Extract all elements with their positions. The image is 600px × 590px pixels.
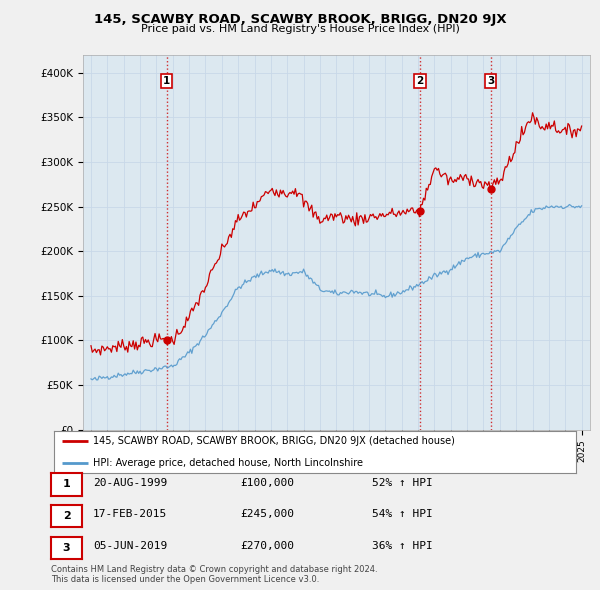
Text: HPI: Average price, detached house, North Lincolnshire: HPI: Average price, detached house, Nort…: [93, 458, 363, 467]
Text: 145, SCAWBY ROAD, SCAWBY BROOK, BRIGG, DN20 9JX: 145, SCAWBY ROAD, SCAWBY BROOK, BRIGG, D…: [94, 13, 506, 26]
Text: 54% ↑ HPI: 54% ↑ HPI: [372, 510, 433, 519]
Text: 17-FEB-2015: 17-FEB-2015: [93, 510, 167, 519]
Text: Contains HM Land Registry data © Crown copyright and database right 2024.: Contains HM Land Registry data © Crown c…: [51, 565, 377, 574]
Text: 3: 3: [63, 543, 70, 553]
Text: 1: 1: [163, 76, 170, 86]
Text: £245,000: £245,000: [240, 510, 294, 519]
Text: 20-AUG-1999: 20-AUG-1999: [93, 478, 167, 487]
Text: 145, SCAWBY ROAD, SCAWBY BROOK, BRIGG, DN20 9JX (detached house): 145, SCAWBY ROAD, SCAWBY BROOK, BRIGG, D…: [93, 437, 455, 446]
Text: This data is licensed under the Open Government Licence v3.0.: This data is licensed under the Open Gov…: [51, 575, 319, 584]
Text: £100,000: £100,000: [240, 478, 294, 487]
Text: 2: 2: [63, 512, 70, 521]
Text: 2: 2: [416, 76, 424, 86]
Text: 3: 3: [487, 76, 494, 86]
Text: 52% ↑ HPI: 52% ↑ HPI: [372, 478, 433, 487]
Text: 05-JUN-2019: 05-JUN-2019: [93, 542, 167, 551]
Text: 1: 1: [63, 480, 70, 489]
Text: Price paid vs. HM Land Registry's House Price Index (HPI): Price paid vs. HM Land Registry's House …: [140, 24, 460, 34]
Text: 36% ↑ HPI: 36% ↑ HPI: [372, 542, 433, 551]
Text: £270,000: £270,000: [240, 542, 294, 551]
